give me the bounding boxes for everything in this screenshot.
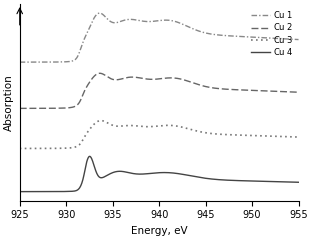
X-axis label: Energy, eV: Energy, eV xyxy=(131,226,188,236)
Y-axis label: Absorption: Absorption xyxy=(4,74,14,131)
Legend: Cu $\mathit{1}$, Cu $\mathit{2}$, Cu $\mathit{3}$, Cu $\mathit{4}$: Cu $\mathit{1}$, Cu $\mathit{2}$, Cu $\m… xyxy=(251,8,294,58)
